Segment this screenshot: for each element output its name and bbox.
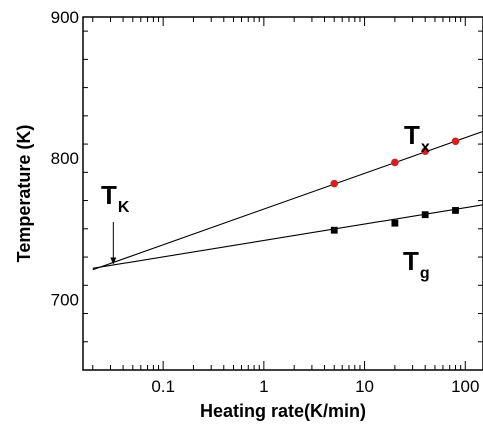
fit-lines — [92, 130, 483, 271]
fit-line-g — [92, 204, 483, 269]
axis-tick-labels: 0.1 1 10 100 700 800 900 — [51, 8, 480, 396]
x-axis-title: Heating rate(K/min) — [200, 401, 366, 421]
series-label-tg: Tg — [403, 246, 430, 282]
x-tick-label: 0.1 — [151, 377, 175, 396]
annotation-label-tk: TK — [101, 180, 130, 216]
plot-area-frame — [82, 16, 483, 371]
series-label-tx: Tx — [404, 120, 430, 156]
data-point-g — [391, 219, 399, 227]
data-markers — [330, 137, 460, 234]
y-tick-label: 700 — [51, 290, 79, 309]
data-point-x — [451, 137, 460, 146]
data-point-x — [421, 147, 429, 155]
x-tick-label: 100 — [451, 377, 479, 396]
fit-line-x — [92, 130, 483, 271]
tk-arrow-head — [110, 257, 117, 265]
y-tick-label: 800 — [51, 149, 79, 168]
axis-ticks — [83, 17, 483, 371]
y-tick-label: 900 — [51, 8, 79, 27]
annotations: Tx Tg TK — [101, 120, 430, 282]
data-point-g — [452, 207, 459, 214]
data-point-x — [330, 179, 339, 188]
y-axis-title: Temperature (K) — [14, 125, 34, 263]
data-point-g — [421, 211, 429, 219]
x-tick-label: 10 — [355, 377, 374, 396]
x-tick-label: 1 — [259, 377, 268, 396]
data-point-x — [391, 158, 399, 167]
data-point-g — [330, 226, 338, 234]
